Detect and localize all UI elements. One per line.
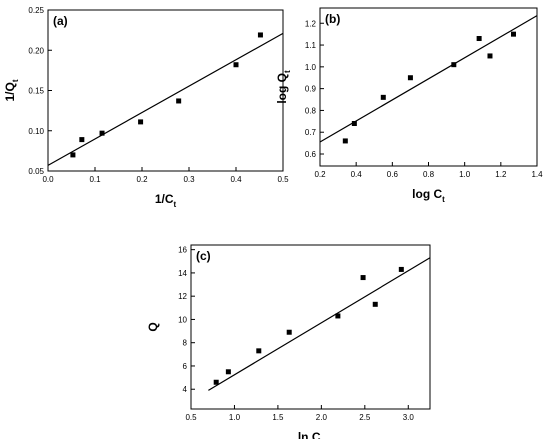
x-tick-label: 0.2: [314, 170, 326, 179]
data-point: [335, 313, 341, 319]
y-tick-label: 10: [178, 315, 187, 324]
data-point: [233, 62, 239, 68]
panel-label: (a): [53, 14, 68, 28]
x-tick-label: 0.6: [387, 170, 399, 179]
data-point: [407, 75, 413, 81]
y-tick-label: 1.2: [305, 19, 317, 28]
panel-label: (c): [196, 249, 211, 263]
data-point: [380, 94, 386, 100]
x-axis-label: ln Ct: [298, 430, 324, 439]
y-axis-label: Q: [146, 322, 160, 331]
x-tick-label: 0.5: [185, 413, 197, 422]
y-tick-label: 1.1: [305, 41, 317, 50]
x-axis-label-text: 1/C: [155, 192, 174, 206]
x-tick-label: 2.0: [316, 413, 328, 422]
plot-frame: [47, 9, 284, 172]
data-point: [138, 119, 144, 125]
x-axis-label-sub: t: [174, 200, 177, 209]
chart-panel: 0.5 1.0 1.5 2.0 2.5 3.0 4 6 8 10 12 14 16 (c) ln Ct Q: [146, 244, 431, 439]
x-tick-label: 0.1: [89, 175, 101, 184]
x-tick-label: 0.4: [351, 170, 363, 179]
data-point: [476, 36, 482, 42]
data-point: [286, 329, 292, 335]
data-point: [360, 275, 366, 281]
y-tick-label: 12: [178, 292, 187, 301]
y-tick-label: 0.15: [28, 87, 44, 96]
x-tick-label: 3.0: [403, 413, 415, 422]
y-tick-label: 16: [178, 246, 187, 255]
x-tick-label: 1.4: [531, 170, 543, 179]
fit-line: [47, 32, 284, 166]
x-axis-label: 1/Ct: [155, 192, 177, 209]
y-axis-label: log Qt: [275, 70, 292, 104]
data-point: [257, 32, 263, 38]
data-point: [99, 130, 105, 136]
x-tick-label: 1.0: [229, 413, 241, 422]
y-axis-label-sub: t: [283, 70, 292, 73]
y-tick-label: 0.05: [28, 167, 44, 176]
x-axis-label: log Ct: [412, 187, 445, 204]
x-tick-label: 0.0: [42, 175, 54, 184]
chart-panel: 0.2 0.4 0.6 0.8 1.0 1.2 1.4 0.6 0.7 0.8 0.9 1.0 1.1 1…: [275, 7, 543, 204]
y-tick-label: 0.10: [28, 127, 44, 136]
x-tick-label: 2.5: [359, 413, 371, 422]
x-tick-label: 1.5: [272, 413, 284, 422]
y-tick-label: 0.9: [305, 85, 317, 94]
x-tick-label: 0.8: [423, 170, 435, 179]
x-tick-label: 0.5: [277, 175, 289, 184]
panel-label: (b): [325, 12, 340, 26]
data-point: [176, 98, 182, 104]
y-tick-label: 0.7: [305, 128, 317, 137]
plot-frame: [190, 244, 431, 410]
data-point: [351, 121, 357, 127]
x-axis-label-sub: t: [442, 195, 445, 204]
y-tick-label: 0.25: [28, 6, 44, 15]
y-axis-label-sub: t: [11, 79, 20, 82]
x-axis-label-text: ln C: [298, 430, 321, 439]
y-axis-label-text: 1/Q: [3, 82, 17, 101]
y-axis-label-text: Q: [146, 322, 160, 331]
x-tick-label: 1.0: [459, 170, 471, 179]
fit-line: [208, 257, 431, 391]
data-point: [487, 53, 493, 59]
chart-panel: 0.0 0.1 0.2 0.3 0.4 0.5 0.05 0.10 0.15 0.20 0.25 (a…: [3, 6, 289, 209]
data-point: [510, 31, 516, 37]
data-point: [213, 379, 219, 385]
y-tick-label: 0.20: [28, 46, 44, 55]
data-point: [372, 301, 378, 307]
data-point: [451, 62, 457, 68]
y-tick-label: 4: [183, 385, 188, 394]
data-point: [256, 348, 262, 354]
data-point: [342, 138, 348, 144]
x-tick-label: 0.4: [230, 175, 242, 184]
data-point: [225, 369, 231, 375]
y-tick-label: 14: [178, 269, 187, 278]
y-tick-label: 6: [183, 362, 188, 371]
y-axis-label-text: log Q: [275, 73, 289, 104]
data-point: [79, 137, 85, 143]
x-tick-label: 0.2: [136, 175, 148, 184]
y-tick-label: 0.6: [305, 150, 317, 159]
y-tick-label: 0.8: [305, 106, 317, 115]
y-tick-label: 8: [183, 339, 188, 348]
x-tick-label: 0.3: [183, 175, 195, 184]
data-point: [398, 266, 404, 272]
y-tick-label: 1.0: [305, 63, 317, 72]
data-point: [70, 152, 76, 158]
fit-line: [319, 15, 538, 143]
y-axis-label: 1/Qt: [3, 79, 20, 101]
x-tick-label: 1.2: [495, 170, 507, 179]
x-axis-label-text: log C: [412, 187, 442, 201]
plot-frame: [319, 7, 538, 167]
